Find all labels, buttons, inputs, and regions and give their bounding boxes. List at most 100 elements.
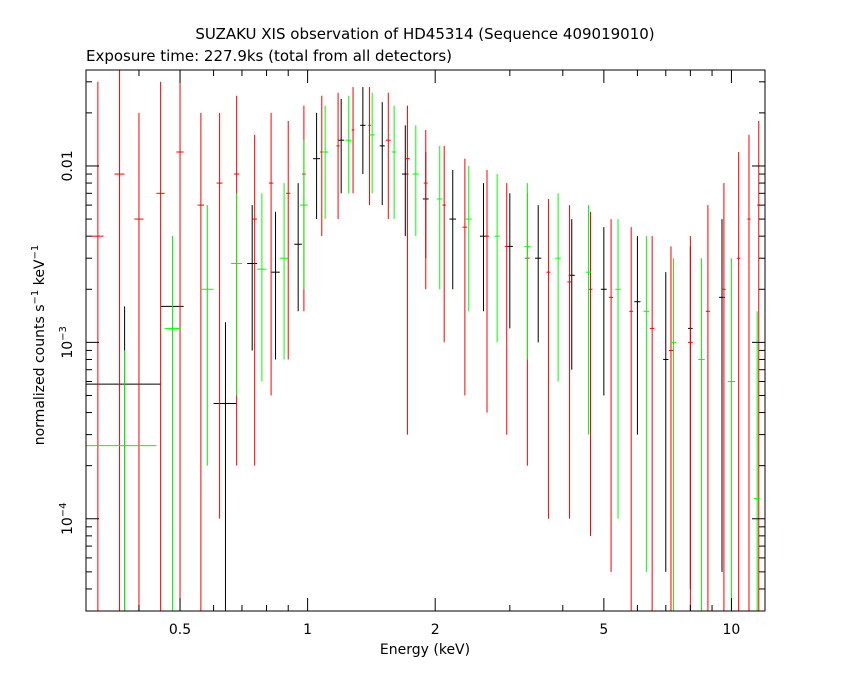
data-point [320,95,324,237]
data-point [257,193,267,382]
axis-ticks [85,70,765,612]
data-point [705,205,710,611]
data-point [423,129,428,290]
y-tick-label: 10−4 [58,502,76,535]
data-point [634,236,641,435]
data-point [279,183,289,360]
data-point [585,205,592,435]
data-point [465,165,472,312]
data-point [524,183,531,360]
data-point [747,134,751,611]
data-point [484,169,490,413]
data-point [412,125,419,237]
data-point [271,211,280,360]
data-point [462,158,468,396]
data-point [156,81,165,611]
y-axis-label-unit: keV [32,259,48,290]
y-tick-exponent: −3 [58,326,69,341]
y-tick-label: 10−3 [58,326,76,359]
data-point [294,183,303,312]
data-point [546,198,551,519]
data-point [368,87,371,206]
y-tick-base: 10 [60,517,76,535]
y-axis-label-main: normalized counts s [32,304,48,445]
data-point [479,183,487,312]
y-tick-label: 0.01 [60,150,76,181]
data-point [600,227,607,396]
data-point [649,236,655,611]
data-point [231,193,242,396]
data-point [727,258,736,611]
data-point [385,92,391,220]
data-point [698,258,705,611]
data-point [391,105,397,220]
data-point [405,105,410,435]
data-point [494,174,500,343]
series-3 [86,92,761,611]
series-2 [92,70,761,611]
data-point [197,112,205,611]
series-1 [86,87,725,611]
data-point [608,219,614,572]
data-point [321,105,329,220]
data-point [449,169,457,290]
data-point [300,140,308,290]
chart-title: SUZAKU XIS observation of HD45314 (Seque… [195,25,654,43]
y-tick-exponent: −4 [58,502,69,517]
data-point [336,92,340,220]
data-point [629,227,634,611]
y-axis-label-sup2: −1 [30,245,41,260]
data-point [286,120,291,360]
data-point [688,236,693,611]
data-point [670,258,677,611]
data-point [567,205,572,519]
data-point [86,306,161,611]
data-point [92,81,104,611]
data-point [216,112,223,519]
data-point [555,193,561,382]
plot-frame [85,69,766,612]
data-point [504,183,509,435]
data-point [313,112,321,220]
data-point [360,87,366,175]
data-point [588,211,593,536]
x-axis-label: Energy (keV) [380,642,470,658]
x-tick-label: 10 [723,622,741,638]
data-point [736,152,741,611]
data-point [351,87,355,194]
data-point [268,112,274,396]
chart-subtitle: Exposure time: 227.9ks (total from all d… [86,47,452,65]
x-tick-label: 5 [599,622,608,638]
data-point [721,183,726,611]
x-tick-label: 2 [431,622,440,638]
data-point [442,145,446,343]
data-point [437,145,443,290]
series-layer [86,70,761,611]
data-point [114,70,125,611]
x-tick-label: 1 [303,622,312,638]
data-point [535,205,542,343]
data-point [86,350,157,611]
data-point [369,92,375,194]
data-point [164,236,181,611]
data-point [200,205,214,466]
data-point [213,322,237,611]
y-axis-label-sup1: −1 [30,290,41,305]
data-point [134,112,144,611]
y-tick-base: 10 [60,341,76,359]
data-point [338,98,345,194]
data-point [379,102,385,206]
data-point [345,95,352,194]
x-tick-label: 0.5 [169,622,191,638]
data-point [663,272,669,572]
data-point [506,193,513,329]
data-point [176,70,184,611]
data-point [252,134,258,466]
data-point [247,205,258,351]
y-axis-label: normalized counts s−1 keV−1 [30,245,48,446]
data-point [643,236,650,572]
data-point [753,311,761,611]
data-point [668,246,674,611]
